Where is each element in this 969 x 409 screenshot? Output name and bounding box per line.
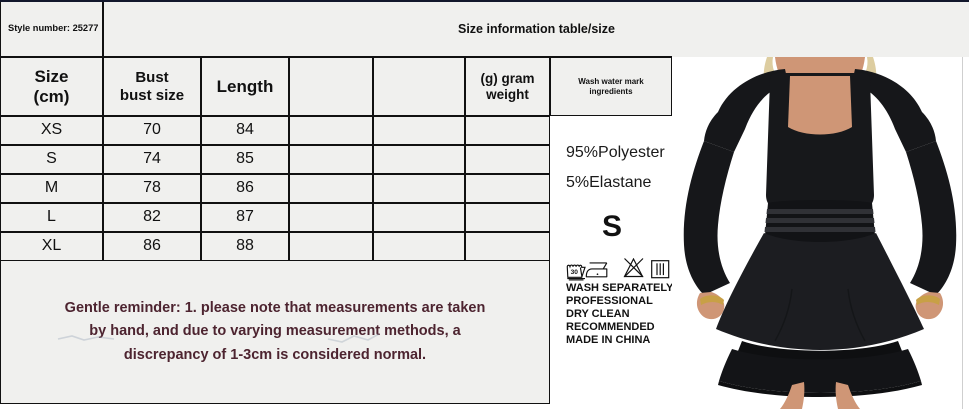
svg-text:30: 30 (571, 269, 579, 276)
